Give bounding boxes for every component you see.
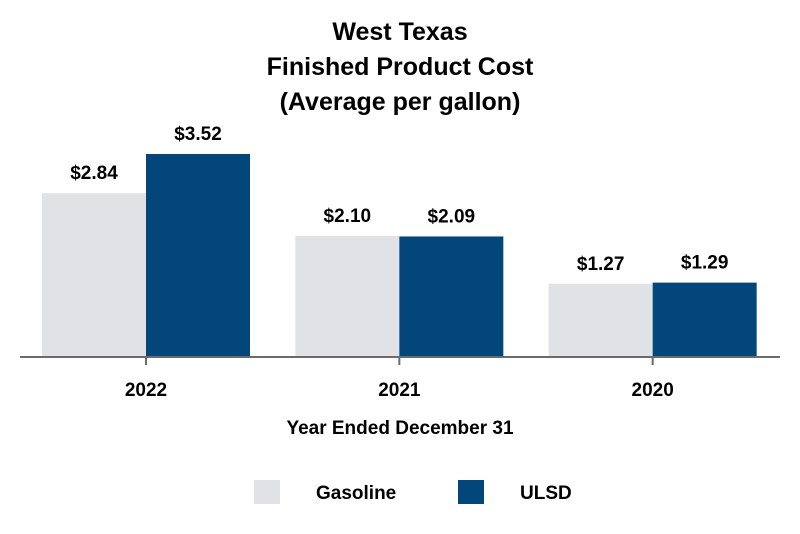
legend-swatch-gasoline bbox=[254, 480, 280, 504]
bar-gasoline-2022 bbox=[42, 193, 146, 357]
legend: Gasoline ULSD bbox=[254, 480, 572, 504]
x-axis-label: Year Ended December 31 bbox=[286, 418, 513, 439]
bar-ulsd-2020 bbox=[652, 282, 757, 357]
bar-ulsd-2022 bbox=[146, 154, 250, 357]
legend-swatch-ulsd bbox=[458, 480, 484, 504]
bar-gasoline-2021 bbox=[295, 235, 400, 357]
chart-title-line-2: Finished Product Cost bbox=[267, 53, 534, 81]
bar-ulsd-2021 bbox=[399, 236, 504, 357]
legend-label-gasoline: Gasoline bbox=[316, 483, 396, 504]
chart-title-line-3: (Average per gallon) bbox=[280, 88, 521, 116]
x-axis: 2022 2021 2020 bbox=[20, 356, 780, 401]
x-tick-label-2022: 2022 bbox=[125, 380, 167, 401]
x-tick-label-2021: 2021 bbox=[378, 380, 421, 401]
data-label-gasoline-2021: $2.10 bbox=[324, 206, 372, 227]
data-labels-group: $2.84 $3.52 $2.10 $2.09 $1.27 $1.29 bbox=[70, 124, 728, 275]
chart-title-line-1: West Texas bbox=[332, 18, 467, 46]
x-tick-label-2020: 2020 bbox=[632, 380, 674, 401]
data-label-ulsd-2020: $1.29 bbox=[681, 253, 729, 274]
data-label-ulsd-2022: $3.52 bbox=[174, 124, 222, 145]
data-label-ulsd-2021: $2.09 bbox=[428, 206, 476, 227]
legend-label-ulsd: ULSD bbox=[520, 483, 572, 504]
chart-title: West Texas Finished Product Cost (Averag… bbox=[267, 18, 534, 116]
bar-gasoline-2020 bbox=[548, 283, 653, 357]
data-label-gasoline-2020: $1.27 bbox=[577, 254, 625, 275]
bars-group bbox=[42, 154, 757, 357]
data-label-gasoline-2022: $2.84 bbox=[70, 163, 118, 184]
